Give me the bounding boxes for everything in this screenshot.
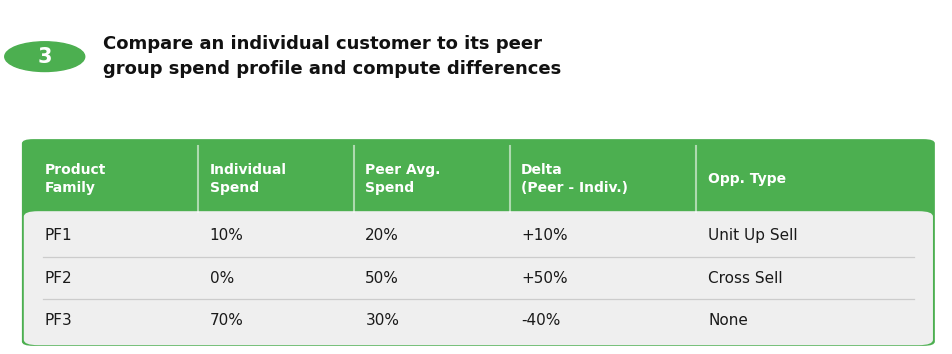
Text: Product
Family: Product Family	[45, 164, 107, 195]
Text: None: None	[708, 313, 748, 328]
Text: Opp. Type: Opp. Type	[708, 172, 786, 186]
Text: PF2: PF2	[45, 271, 72, 286]
Text: 3: 3	[37, 47, 52, 67]
FancyBboxPatch shape	[24, 211, 933, 345]
Text: 70%: 70%	[209, 313, 244, 328]
Circle shape	[5, 42, 85, 72]
Text: Individual
Spend: Individual Spend	[209, 164, 287, 195]
Text: Unit Up Sell: Unit Up Sell	[708, 228, 798, 244]
Text: +50%: +50%	[521, 271, 567, 286]
Text: 20%: 20%	[366, 228, 399, 244]
Text: +10%: +10%	[521, 228, 567, 244]
Text: PF1: PF1	[45, 228, 72, 244]
Text: Peer Avg.
Spend: Peer Avg. Spend	[366, 164, 441, 195]
Text: 50%: 50%	[366, 271, 399, 286]
Text: 0%: 0%	[209, 271, 234, 286]
Text: -40%: -40%	[521, 313, 561, 328]
FancyBboxPatch shape	[22, 139, 935, 346]
Text: Cross Sell: Cross Sell	[708, 271, 783, 286]
Text: 10%: 10%	[209, 228, 244, 244]
Text: Delta
(Peer - Indiv.): Delta (Peer - Indiv.)	[521, 164, 628, 195]
Text: 30%: 30%	[366, 313, 399, 328]
Text: PF3: PF3	[45, 313, 72, 328]
Text: Compare an individual customer to its peer
group spend profile and compute diffe: Compare an individual customer to its pe…	[103, 35, 561, 78]
